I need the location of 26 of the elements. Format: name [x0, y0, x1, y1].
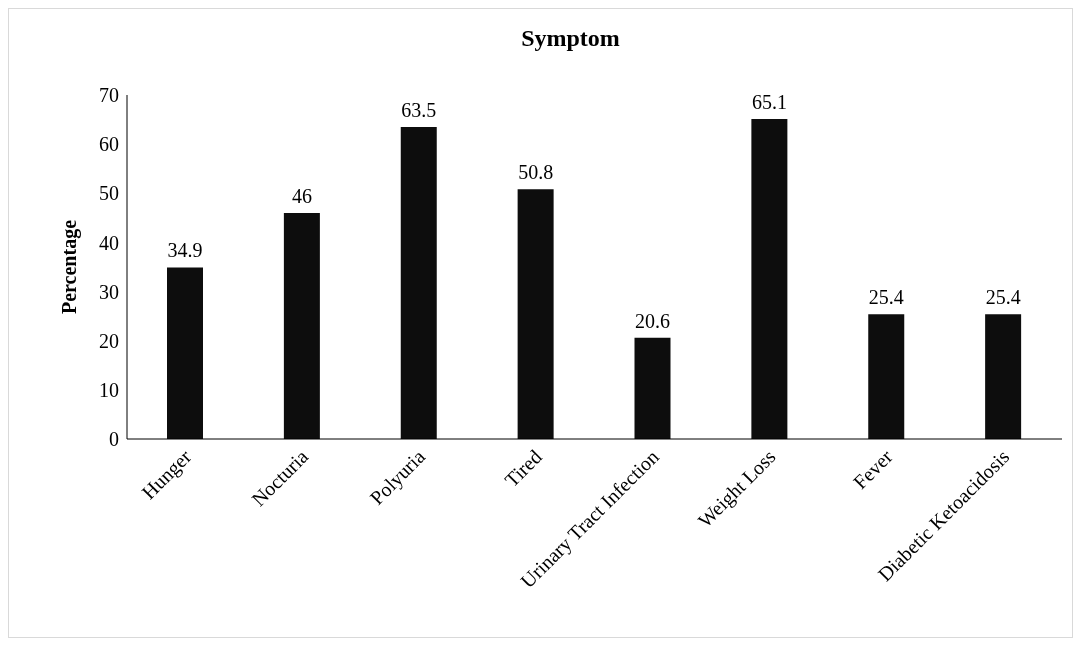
- y-tick-label: 20: [99, 329, 119, 352]
- bar: [868, 314, 905, 439]
- bar: [634, 337, 671, 439]
- y-tick-label: 0: [109, 428, 119, 451]
- y-tick-label: 10: [99, 378, 119, 401]
- data-label: 63.5: [401, 98, 437, 121]
- y-tick-label: 30: [99, 280, 119, 303]
- y-tick-label: 50: [99, 182, 119, 205]
- data-label: 34.9: [167, 239, 203, 262]
- data-label: 25.4: [868, 286, 904, 309]
- bar: [167, 267, 203, 439]
- data-label: 25.4: [985, 286, 1021, 309]
- chart-title: Symptom: [520, 24, 621, 53]
- bar: [517, 189, 554, 439]
- data-label: 50.8: [518, 161, 554, 184]
- data-label: 20.6: [635, 309, 670, 332]
- bar: [283, 212, 320, 439]
- bar: [400, 126, 437, 439]
- y-tick-label: 40: [99, 231, 119, 254]
- bar: [751, 119, 788, 439]
- data-label: 65.1: [751, 91, 787, 114]
- y-tick-label: 70: [99, 84, 119, 107]
- bar: [985, 314, 1022, 439]
- data-label: 46: [291, 184, 312, 207]
- y-axis-title: Percentage: [58, 219, 82, 315]
- y-tick-label: 60: [99, 133, 119, 156]
